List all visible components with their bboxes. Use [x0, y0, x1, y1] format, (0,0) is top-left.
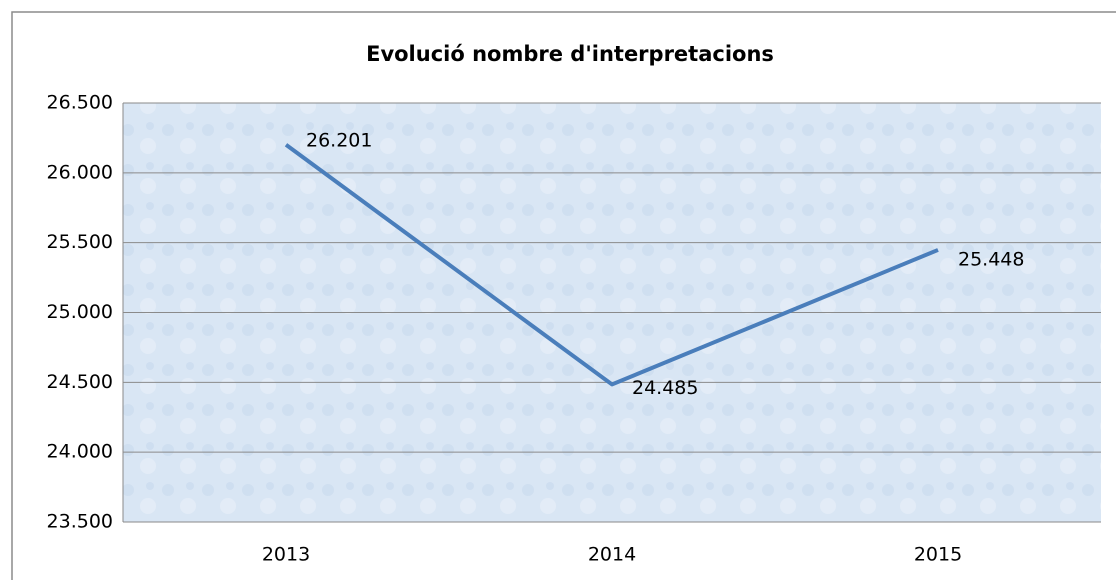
y-tick-label: 25.500: [47, 231, 113, 253]
data-label: 25.448: [958, 248, 1024, 270]
line: [284, 143, 939, 387]
x-tick-label: 2015: [914, 544, 962, 566]
data-label: 24.485: [632, 377, 698, 399]
x-tick-label: 2014: [588, 544, 636, 566]
y-tick-label: 24.000: [47, 441, 113, 463]
y-tick-label: 25.000: [47, 301, 113, 323]
data-label: 26.201: [306, 129, 372, 151]
y-tick-label: 26.500: [47, 92, 113, 114]
y-tick-label: 26.000: [47, 161, 113, 183]
chart-title: Evolució nombre d'interpretacions: [366, 42, 774, 66]
y-tick-label: 23.500: [47, 511, 113, 533]
x-tick-label: 2013: [262, 544, 310, 566]
y-tick-label: 24.500: [47, 371, 113, 393]
